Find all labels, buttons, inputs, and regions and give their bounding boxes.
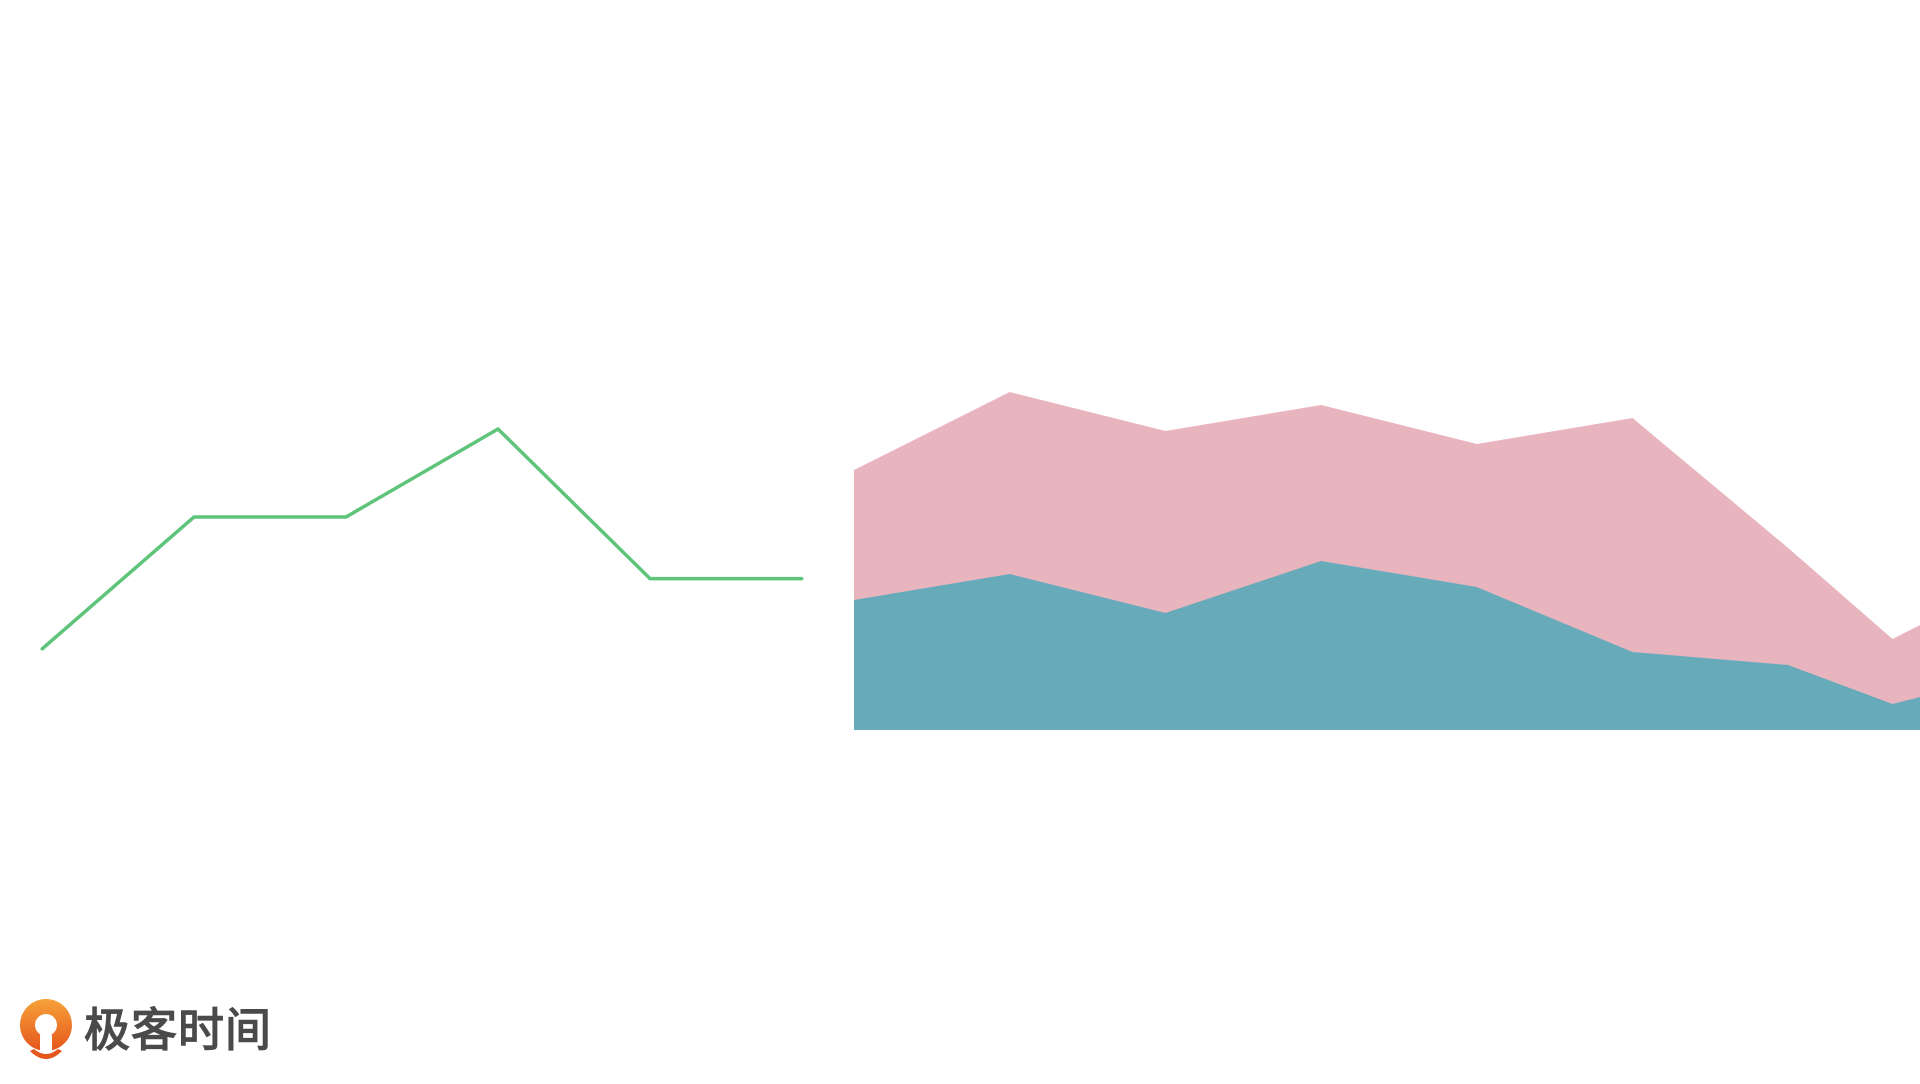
- area-chart: [854, 392, 1920, 730]
- line-series-0: [40, 426, 802, 651]
- line-point: [40, 647, 44, 651]
- line-point: [496, 427, 500, 431]
- line-point: [800, 577, 804, 581]
- geektime-logo-icon: [20, 999, 72, 1059]
- line-point: [344, 515, 348, 519]
- area-series-0: [854, 561, 1920, 730]
- line-chart: [40, 426, 804, 651]
- brand-name: 极客时间: [84, 1003, 272, 1057]
- brand-logo: 极客时间: [18, 995, 272, 1065]
- line-point: [648, 577, 652, 581]
- line-point: [192, 515, 196, 519]
